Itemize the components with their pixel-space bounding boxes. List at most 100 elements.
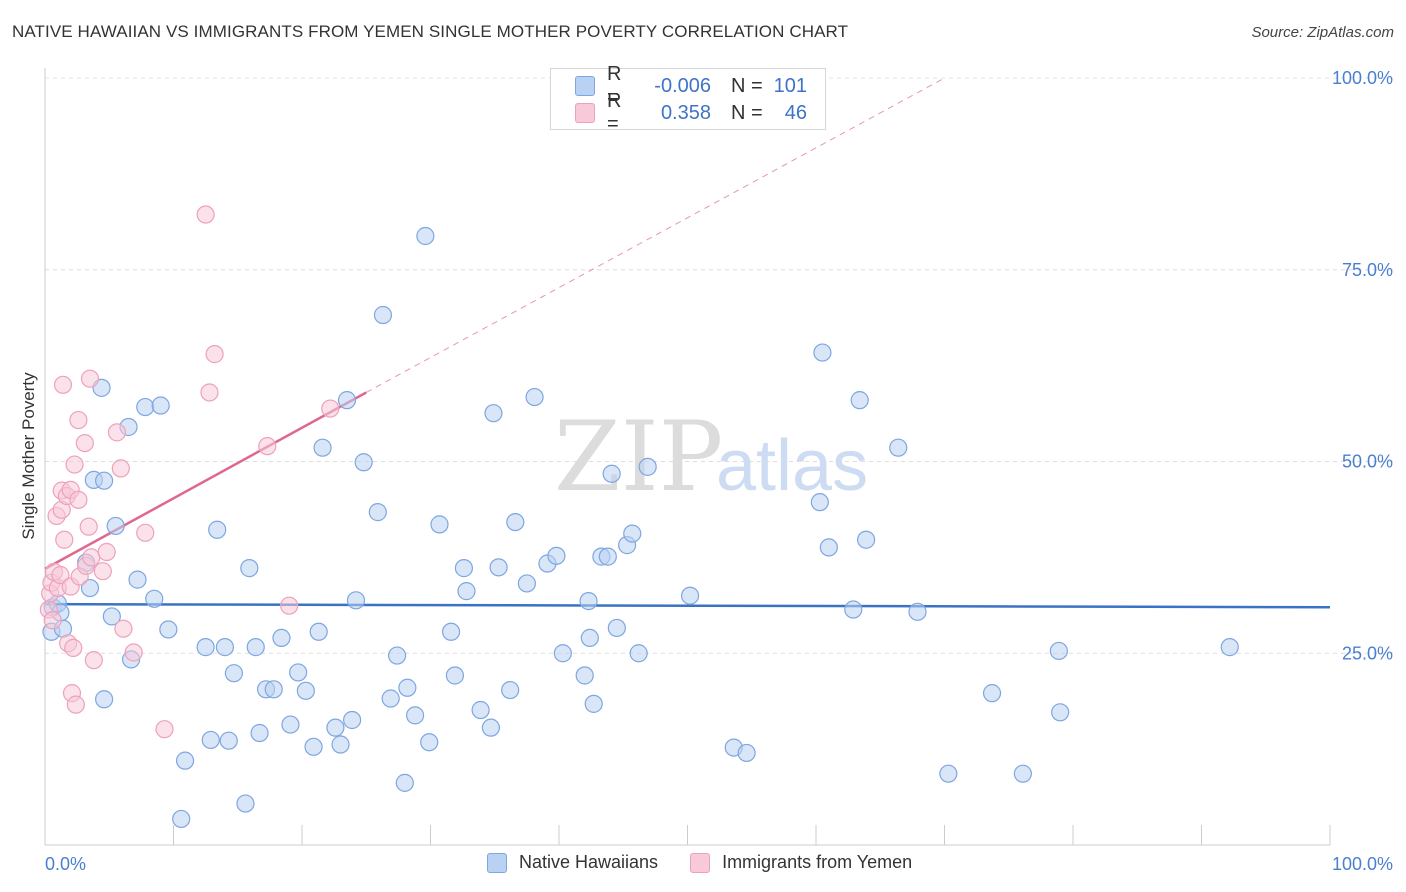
data-point xyxy=(215,638,234,657)
legend-row-native-hawaiians: R = -0.006 N = 101 xyxy=(575,63,807,108)
stats-legend: R = -0.006 N = 101 R = 0.358 N = 46 xyxy=(550,63,826,135)
data-point xyxy=(145,589,164,608)
data-point xyxy=(501,680,520,700)
data-point xyxy=(219,731,238,750)
data-point xyxy=(258,437,277,456)
data-point xyxy=(102,607,121,626)
data-point xyxy=(53,375,73,394)
y-tick-label: 100.0% xyxy=(1332,68,1393,88)
data-point xyxy=(246,638,265,657)
data-point xyxy=(69,490,88,509)
data-point xyxy=(1220,638,1239,657)
data-point xyxy=(128,570,147,589)
data-point xyxy=(337,391,357,410)
data-point xyxy=(201,730,220,750)
data-point xyxy=(43,611,62,630)
data-point xyxy=(309,622,328,641)
data-point xyxy=(405,706,425,725)
data-point xyxy=(387,646,407,665)
data-point xyxy=(602,464,621,483)
data-point xyxy=(321,399,340,418)
series-points-1 xyxy=(39,205,340,739)
data-point xyxy=(343,710,362,730)
data-point xyxy=(844,600,863,619)
data-point xyxy=(489,558,508,577)
legend-r-label: R = xyxy=(607,90,622,135)
data-point xyxy=(93,562,112,581)
data-point xyxy=(889,438,908,457)
data-point xyxy=(75,433,94,453)
data-point xyxy=(240,559,259,578)
y-tick-label: 25.0% xyxy=(1342,643,1393,663)
data-point xyxy=(64,638,83,657)
data-point xyxy=(484,404,503,423)
data-point xyxy=(680,586,700,605)
legend-row-immigrants-yemen: R = 0.358 N = 46 xyxy=(575,90,807,135)
data-point xyxy=(525,387,544,407)
data-point xyxy=(111,459,130,478)
data-point xyxy=(441,622,461,641)
data-point xyxy=(196,205,215,224)
data-point xyxy=(553,644,572,663)
data-point xyxy=(205,345,224,364)
data-point xyxy=(196,638,215,657)
data-point xyxy=(280,596,299,615)
data-point xyxy=(373,305,393,325)
series-points-0 xyxy=(42,226,1239,829)
data-point xyxy=(584,694,603,713)
data-point xyxy=(136,523,155,542)
data-point xyxy=(264,680,283,699)
legend-swatch-native-hawaiians xyxy=(575,76,595,96)
data-point xyxy=(982,684,1002,703)
data-point xyxy=(313,438,332,457)
data-point xyxy=(84,651,103,670)
data-point xyxy=(151,396,170,415)
data-point xyxy=(454,559,474,578)
data-point xyxy=(69,410,88,430)
legend-n-value: 101 xyxy=(773,74,807,97)
data-point xyxy=(354,453,373,472)
data-point xyxy=(250,723,269,743)
data-point xyxy=(304,737,323,756)
data-point xyxy=(95,471,114,490)
series-legend: Native Hawaiians Immigrants from Yemen xyxy=(487,852,944,873)
data-point xyxy=(850,391,869,410)
watermark-zip: ZIP xyxy=(554,401,723,513)
data-point xyxy=(79,517,98,536)
data-point xyxy=(908,602,927,621)
data-point xyxy=(607,618,626,638)
data-point xyxy=(51,565,70,585)
data-point xyxy=(224,664,243,683)
data-point xyxy=(80,369,100,388)
data-point xyxy=(629,644,648,663)
data-point xyxy=(331,735,350,754)
data-point xyxy=(395,773,414,792)
legend-n-label: N = xyxy=(731,74,763,97)
data-point xyxy=(236,794,255,813)
data-point xyxy=(575,666,594,685)
data-point xyxy=(95,690,114,709)
data-point xyxy=(82,548,101,567)
series-legend-native-hawaiians[interactable]: Native Hawaiians xyxy=(487,852,658,873)
y-tick-label: 75.0% xyxy=(1342,260,1393,280)
data-point xyxy=(381,689,400,708)
data-point xyxy=(368,503,387,522)
data-point xyxy=(623,524,642,543)
y-tick-label: 50.0% xyxy=(1342,452,1393,472)
data-point xyxy=(65,455,84,474)
data-point xyxy=(208,520,227,539)
data-point xyxy=(416,226,435,246)
data-point xyxy=(580,628,599,648)
data-point xyxy=(1049,641,1068,661)
series-swatch-native-hawaiians xyxy=(487,852,507,873)
legend-n-value: 46 xyxy=(784,101,807,124)
data-point xyxy=(857,530,876,549)
data-point xyxy=(1051,703,1070,722)
data-point xyxy=(810,493,829,512)
data-point xyxy=(481,718,500,737)
series-legend-immigrants-yemen[interactable]: Immigrants from Yemen xyxy=(690,852,912,873)
source-label: Source: ZipAtlas.com xyxy=(1251,24,1394,41)
data-point xyxy=(819,538,838,557)
data-point xyxy=(296,681,315,700)
